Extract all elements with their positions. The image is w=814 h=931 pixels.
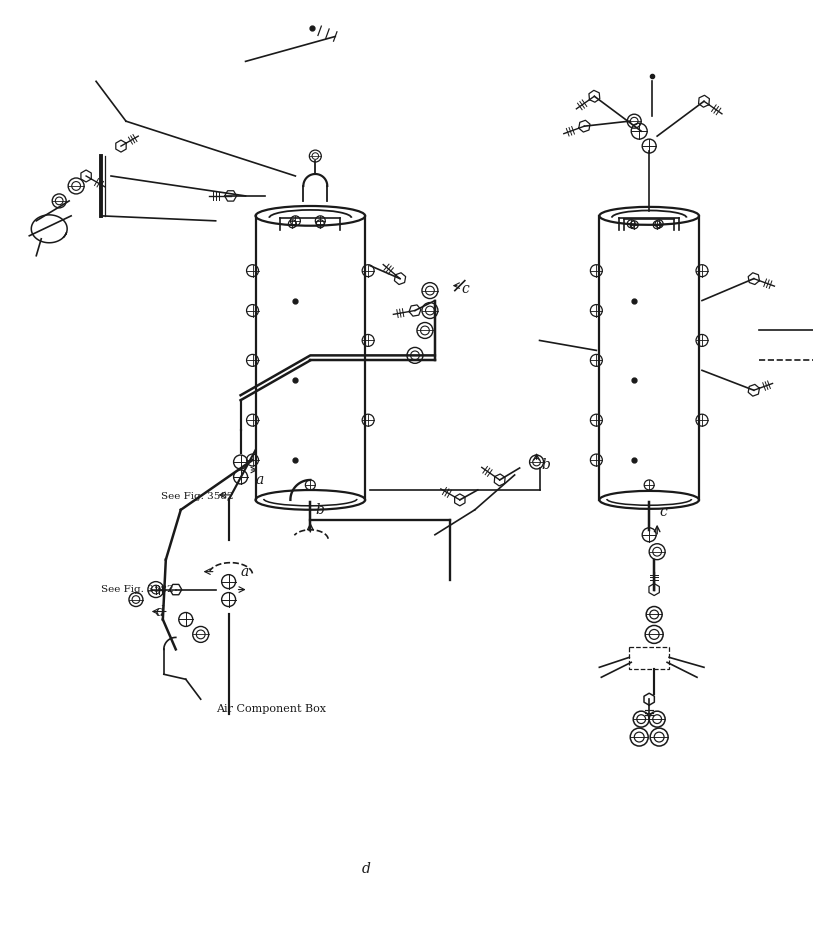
Text: See Fig. 3582: See Fig. 3582 — [161, 492, 234, 502]
Text: Air Component Box: Air Component Box — [216, 704, 326, 714]
Text: c: c — [462, 281, 470, 296]
Text: c: c — [659, 505, 667, 519]
Text: d: d — [362, 861, 371, 876]
Text: a: a — [256, 473, 264, 487]
Text: b: b — [541, 458, 550, 472]
Text: d: d — [155, 604, 164, 618]
Bar — [629, 647, 669, 669]
Text: See Fig. 3582: See Fig. 3582 — [101, 585, 173, 594]
Text: a: a — [241, 564, 249, 579]
Text: b: b — [315, 503, 324, 517]
